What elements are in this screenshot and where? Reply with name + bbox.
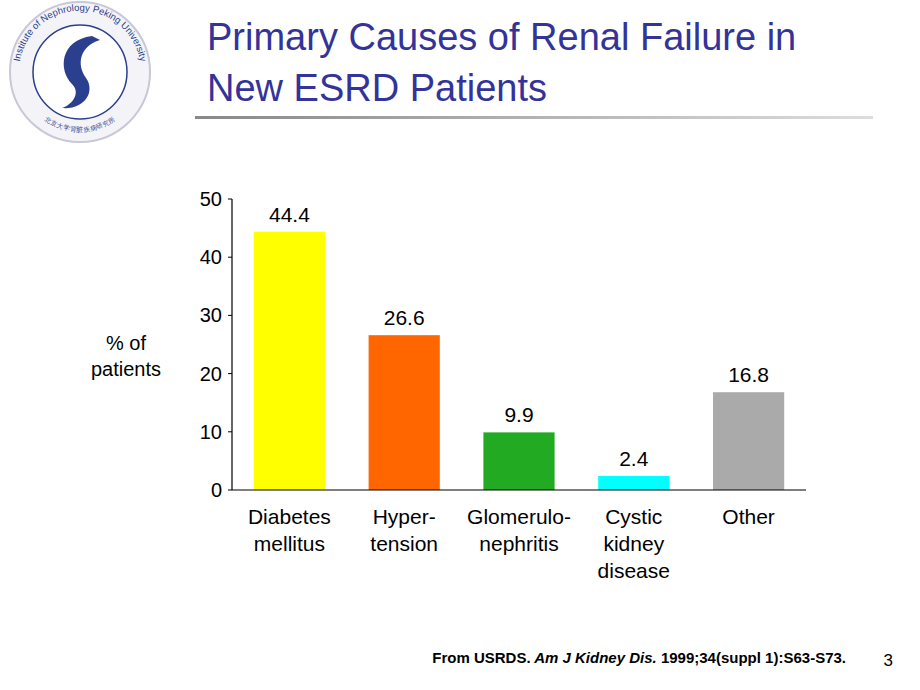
- x-tick-label: Other: [722, 505, 775, 528]
- y-tick: [228, 315, 232, 316]
- y-axis-label: % of patients: [91, 332, 161, 380]
- source-note: From USRDS. Am J Kidney Dis. 1999;34(sup…: [432, 649, 846, 666]
- slide-art: Institute of Nephrology Peking Universit…: [0, 0, 920, 690]
- data-label: 44.4: [269, 203, 310, 226]
- logo-text-path: Institute of Nephrology Peking Universit…: [11, 2, 149, 63]
- y-axis-line: [231, 199, 232, 490]
- bar: [713, 392, 784, 490]
- text-line: % of: [106, 332, 146, 354]
- text-line: Other: [722, 505, 775, 528]
- text-line: Glomerulo-: [467, 505, 571, 528]
- bar: [369, 335, 440, 490]
- data-label: 16.8: [728, 363, 769, 386]
- y-tick-label: 20: [200, 363, 222, 385]
- y-tick-label: 0: [211, 479, 222, 501]
- source-part: From USRDS.: [432, 649, 530, 666]
- y-tick: [228, 490, 232, 491]
- page-number: 3: [884, 651, 893, 670]
- logo-inner: [33, 25, 127, 119]
- text-line: mellitus: [254, 532, 325, 555]
- text-line: Diabetes: [248, 505, 331, 528]
- logo: Institute of Nephrology Peking Universit…: [10, 2, 150, 142]
- y-tick-label: 30: [200, 304, 222, 326]
- x-tick-label: Glomerulo-nephritis: [467, 505, 571, 555]
- text-line: nephritis: [479, 532, 558, 555]
- text-line: Hyper-: [373, 505, 436, 528]
- text-line: patients: [91, 358, 161, 380]
- x-axis-line: [232, 489, 806, 490]
- text-line: disease: [598, 559, 670, 582]
- y-tick-label: 10: [200, 421, 222, 443]
- source-part: Am J Kidney Dis.: [531, 649, 657, 666]
- bar: [254, 232, 325, 490]
- bar: [598, 476, 669, 490]
- y-tick: [228, 431, 232, 432]
- logo-emblem: [62, 36, 100, 108]
- logo-outer: [10, 2, 150, 142]
- text-line: tension: [370, 532, 438, 555]
- text-line: Cystic: [605, 505, 662, 528]
- title-rule: [195, 116, 873, 119]
- y-tick-label: 50: [200, 188, 222, 210]
- x-tick-label: Diabetes mellitus: [248, 505, 331, 555]
- logo-text: Institute of Nephrology Peking Universit…: [11, 2, 149, 63]
- y-tick: [228, 373, 232, 374]
- bars: [254, 232, 784, 490]
- logo-text-path: 北京大学肾脏疾病研究所: [44, 115, 117, 134]
- axes: 0 10 20 30 40 50: [200, 188, 806, 501]
- logo-text-cn: 北京大学肾脏疾病研究所: [44, 115, 117, 134]
- data-label: 9.9: [504, 403, 533, 426]
- data-label: 2.4: [619, 447, 649, 470]
- x-tick-label: Hyper-tension: [370, 505, 438, 555]
- x-tick-label: Cystic kidney disease: [598, 505, 670, 582]
- slide-title: Primary Causes of Renal Failure in New E…: [207, 12, 847, 114]
- slide: Primary Causes of Renal Failure in New E…: [0, 0, 920, 690]
- y-tick: [228, 199, 232, 200]
- text-line: kidney: [603, 532, 664, 555]
- y-tick-label: 40: [200, 246, 222, 268]
- bar: [483, 432, 554, 490]
- source-part: 1999;34(suppl 1):S63-S73.: [657, 649, 846, 666]
- y-tick: [228, 257, 232, 258]
- data-label: 26.6: [384, 306, 425, 329]
